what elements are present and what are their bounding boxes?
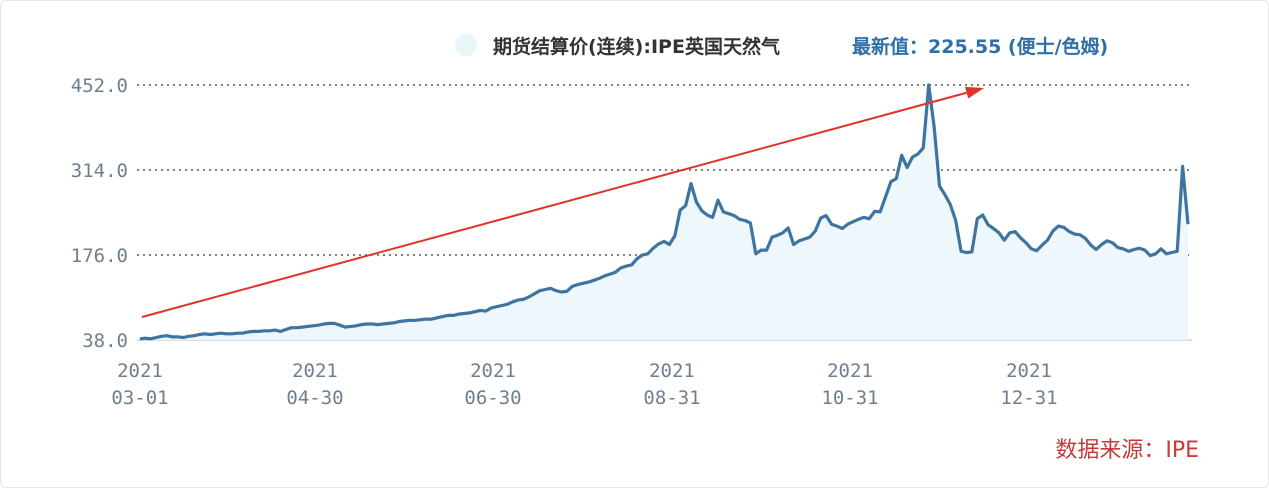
x-axis-ticks: 2021 03-01 2021 04-30 2021 06-30 2021 08-31 2021… [111,360,1057,409]
legend-latest-value: 最新值：225.55 (便士/色姆) [852,35,1108,58]
x-tick-date: 03-01 [111,387,168,409]
trend-arrow [141,86,984,318]
arrow-head-icon [965,86,984,99]
series-area [140,85,1188,340]
series-line [139,83,1190,341]
x-tick-date: 06-30 [464,387,521,409]
x-tick-date: 12-31 [1000,387,1057,409]
y-tick-label: 176.0 [71,245,128,267]
x-tick-date: 08-31 [643,387,700,409]
legend-marker-icon [455,34,477,56]
legend-series-name: 期货结算价(连续):IPE英国天然气 [493,35,780,58]
y-tick-label: 314.0 [71,160,128,182]
x-tick-year: 2021 [292,360,338,382]
x-tick-year: 2021 [470,360,516,382]
y-tick-label: 452.0 [71,75,128,97]
data-source-label: 数据来源：IPE [1055,438,1199,463]
x-tick-year: 2021 [827,360,873,382]
x-tick-year: 2021 [649,360,695,382]
legend: 期货结算价(连续):IPE英国天然气 最新值：225.55 (便士/色姆) [455,34,1108,58]
x-tick-year: 2021 [117,360,163,382]
x-tick-date: 10-31 [821,387,878,409]
y-tick-label: 38.0 [82,330,128,352]
x-tick-date: 04-30 [286,387,343,409]
x-tick-year: 2021 [1006,360,1052,382]
arrow-shaft [141,91,967,318]
y-axis-ticks: 452.0 314.0 176.0 38.0 [71,75,128,352]
